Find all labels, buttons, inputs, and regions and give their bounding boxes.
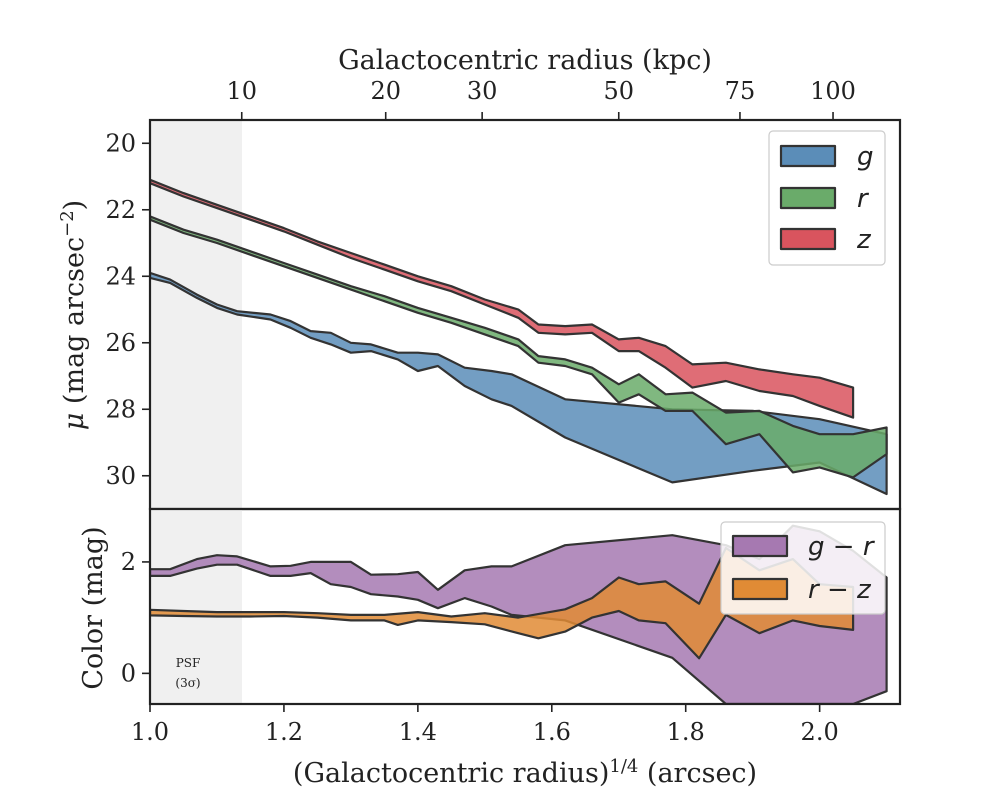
- bottom-x-tick-label: 1.2: [265, 718, 303, 746]
- bottom-x-tick-label: 1.6: [533, 718, 571, 746]
- top-y-tick-label: 26: [105, 329, 136, 357]
- psf-label-line1: PSF: [176, 656, 201, 670]
- bottom-y-tick-label: 2: [121, 548, 136, 576]
- bottom-x-axis-label: (Galactocentric radius)1/4 (arcsec): [293, 756, 757, 789]
- top-y-tick-label: 28: [105, 395, 136, 423]
- top-axis-label: Galactocentric radius (kpc): [338, 45, 712, 76]
- bottom-legend: g − r r − z: [720, 521, 886, 615]
- band-g: [150, 271, 888, 496]
- top-legend: g r z: [768, 130, 886, 266]
- bottom-y-axis-ticks: 02: [121, 548, 150, 687]
- top-y-tick-label: 30: [105, 462, 136, 490]
- band-g-minus-r: [150, 524, 888, 704]
- top-x-tick-label: 10: [226, 77, 257, 105]
- bottom-x-tick-label: 1.0: [131, 718, 169, 746]
- bottom-panel-frame: [148, 507, 902, 706]
- legend-label-r-minus-z: r − z: [808, 575, 872, 605]
- legend-swatch-z: [779, 227, 837, 251]
- top-y-tick-label: 22: [105, 196, 136, 224]
- bottom-y-tick-label: 0: [121, 659, 136, 687]
- bottom-x-axis-ticks: 1.0 1.2 1.4 1.6 1.8 2.0: [131, 704, 839, 746]
- top-y-axis-ticks: 20 22 24 26 28 30: [105, 129, 150, 490]
- color-bands: [150, 524, 888, 704]
- top-x-tick-label: 100: [810, 77, 856, 105]
- legend-label-r: r: [857, 184, 870, 214]
- psf-shade-bottom: [150, 509, 242, 704]
- legend-swatch-r: [779, 186, 837, 210]
- top-x-tick-label: 75: [725, 77, 756, 105]
- band-z: [150, 178, 855, 419]
- legend-swatch-g: [779, 144, 837, 168]
- top-x-tick-label: 50: [603, 77, 634, 105]
- bottom-x-tick-label: 2.0: [801, 718, 839, 746]
- top-y-tick-label: 24: [105, 262, 136, 290]
- surface-brightness-panel: 20 22 24 26 28 30 10 20 30 50 75 100 Galactocentri…: [57, 45, 902, 511]
- surface-brightness-bands: [150, 178, 888, 496]
- legend-label-z: z: [856, 225, 872, 255]
- band-r-minus-z: [150, 546, 855, 660]
- top-x-tick-label: 20: [370, 77, 401, 105]
- legend-label-g: g: [857, 142, 874, 172]
- legend-swatch-r-minus-z: [731, 577, 789, 601]
- top-y-axis-label: μ (mag arcsec−2): [57, 200, 90, 430]
- top-x-axis-ticks: 10 20 30 50 75 100: [226, 77, 856, 120]
- color-panel: 02 1.0 1.2 1.4 1.6 1.8 2.0 PSF (3σ) Color (ma…: [78, 507, 902, 789]
- psf-label-line2: (3σ): [175, 676, 200, 690]
- top-y-tick-label: 20: [105, 129, 136, 157]
- bottom-x-tick-label: 1.8: [667, 718, 705, 746]
- bottom-y-axis-label: Color (mag): [78, 526, 109, 689]
- legend-label-g-minus-r: g − r: [808, 532, 876, 562]
- legend-swatch-g-minus-r: [731, 534, 789, 558]
- psf-shade-top: [150, 120, 242, 509]
- bottom-x-tick-label: 1.4: [399, 718, 437, 746]
- band-r: [150, 215, 888, 479]
- top-x-tick-label: 30: [467, 77, 498, 105]
